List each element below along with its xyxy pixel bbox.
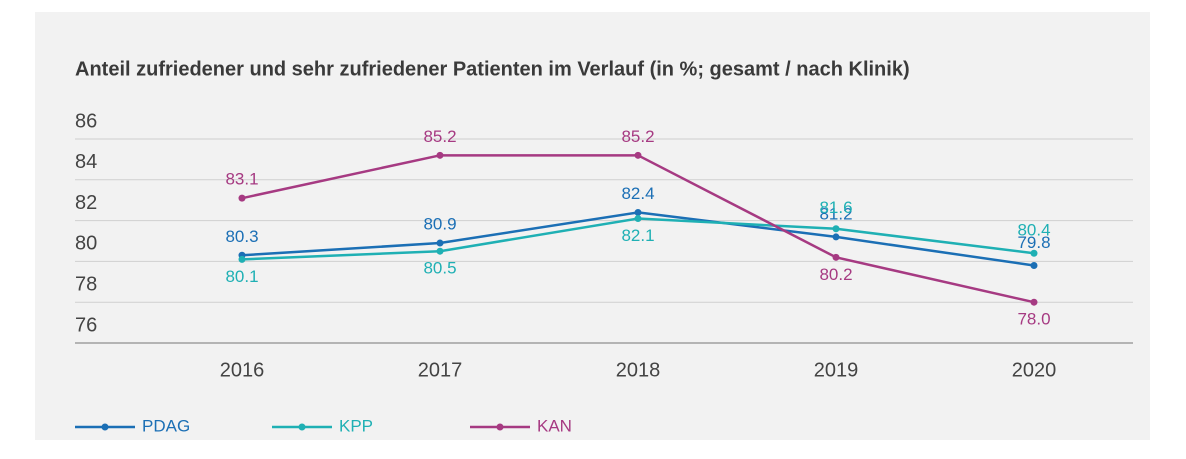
y-tick-label: 76	[75, 314, 97, 336]
data-label: 80.2	[819, 265, 852, 284]
point	[238, 255, 246, 263]
data-label: 78.0	[1017, 310, 1050, 329]
legend-dot	[496, 423, 504, 431]
legend-dot	[298, 423, 306, 431]
y-tick-label: 82	[75, 192, 97, 214]
data-label: 81.2	[819, 204, 852, 223]
chart-title: Anteil zufriedener und sehr zufriedener …	[75, 58, 910, 80]
y-tick-label: 78	[75, 273, 97, 295]
legend-dot	[101, 423, 109, 431]
point	[832, 233, 840, 241]
data-label: 82.1	[621, 226, 654, 245]
data-label: 80.9	[423, 215, 456, 234]
point	[238, 194, 246, 202]
x-tick-label: 2017	[418, 359, 463, 381]
y-tick-label: 80	[75, 233, 97, 255]
point	[832, 225, 840, 233]
point	[1030, 261, 1038, 269]
data-label: 80.3	[225, 227, 258, 246]
data-label: 85.2	[621, 127, 654, 146]
data-label: 79.8	[1017, 233, 1050, 252]
x-tick-label: 2018	[616, 359, 661, 381]
data-label: 83.1	[225, 170, 258, 189]
data-label: 82.4	[621, 184, 654, 203]
data-label: 85.2	[423, 127, 456, 146]
point	[634, 208, 642, 216]
legend-label: KAN	[537, 416, 572, 435]
point	[634, 151, 642, 159]
data-label: 81.6	[819, 198, 852, 217]
y-tick-label: 86	[75, 110, 97, 132]
point	[1030, 298, 1038, 306]
x-tick-label: 2020	[1012, 359, 1057, 381]
point	[634, 215, 642, 223]
data-label: 80.5	[423, 259, 456, 278]
point	[1030, 249, 1038, 257]
legend-label: PDAG	[142, 416, 190, 435]
point	[436, 239, 444, 247]
data-label: 80.4	[1017, 221, 1050, 240]
data-label: 80.1	[225, 267, 258, 286]
point	[436, 151, 444, 159]
legend-label: KPP	[339, 416, 373, 435]
point	[436, 247, 444, 255]
x-tick-label: 2019	[814, 359, 859, 381]
x-tick-label: 2016	[220, 359, 265, 381]
point	[832, 253, 840, 261]
y-tick-label: 84	[75, 151, 97, 173]
